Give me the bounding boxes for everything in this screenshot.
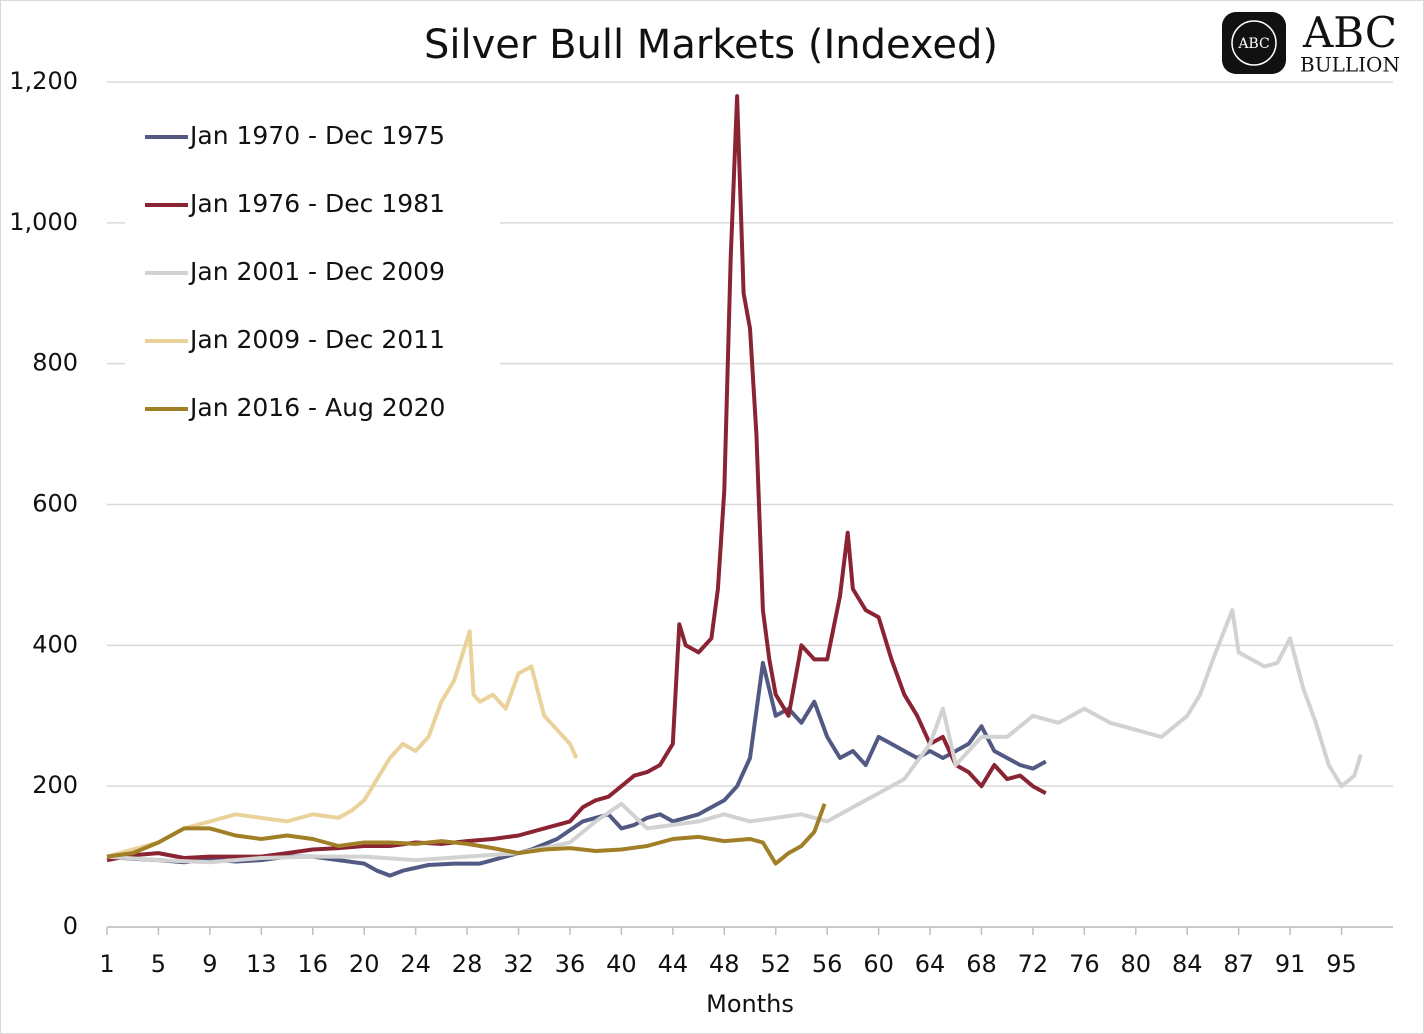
y-tick-label: 1,200 bbox=[9, 67, 78, 95]
y-tick-label: 400 bbox=[32, 630, 78, 658]
x-tick-label: 87 bbox=[1223, 950, 1254, 978]
legend-label: Jan 2016 - Aug 2020 bbox=[188, 393, 445, 422]
legend: Jan 1970 - Dec 1975 Jan 1976 - Dec 1981 Ja… bbox=[125, 100, 500, 440]
x-tick-label: 5 bbox=[151, 950, 166, 978]
x-tick-label: 32 bbox=[503, 950, 534, 978]
x-tick-label: 76 bbox=[1069, 950, 1100, 978]
x-tick-label: 36 bbox=[555, 950, 586, 978]
x-tick-label: 91 bbox=[1275, 950, 1306, 978]
logo-ring bbox=[1231, 20, 1277, 66]
y-tick-label: 600 bbox=[32, 490, 78, 518]
x-tick-label: 13 bbox=[246, 950, 277, 978]
x-tick-label: 60 bbox=[863, 950, 894, 978]
logo-sub: BULLION bbox=[1300, 53, 1400, 77]
x-tick-label: 95 bbox=[1326, 950, 1357, 978]
legend-label: Jan 1976 - Dec 1981 bbox=[188, 189, 445, 218]
legend-box bbox=[125, 100, 500, 440]
x-tick-label: 68 bbox=[966, 950, 997, 978]
chart-title: Silver Bull Markets (Indexed) bbox=[424, 22, 998, 68]
logo: ABC ABC BULLION bbox=[1222, 8, 1400, 77]
x-tick-label: 64 bbox=[915, 950, 946, 978]
series-line bbox=[106, 660, 1047, 878]
x-tick-label: 44 bbox=[658, 950, 689, 978]
y-tick-label: 0 bbox=[63, 912, 78, 940]
x-tick-label: 24 bbox=[400, 950, 431, 978]
x-tick-label: 9 bbox=[202, 950, 217, 978]
x-tick-label: 72 bbox=[1018, 950, 1049, 978]
x-tick-label: 48 bbox=[709, 950, 740, 978]
x-axis-label: Months bbox=[706, 990, 794, 1018]
y-tick-label: 1,000 bbox=[9, 208, 78, 236]
x-tick-label: 80 bbox=[1121, 950, 1152, 978]
x-tick-label: 40 bbox=[606, 950, 637, 978]
legend-label: Jan 2001 - Dec 2009 bbox=[188, 257, 445, 286]
legend-label: Jan 1970 - Dec 1975 bbox=[188, 121, 445, 150]
x-tick-label: 1 bbox=[99, 950, 114, 978]
x-tick-label: 52 bbox=[760, 950, 791, 978]
series-line bbox=[106, 629, 579, 859]
x-tick-label: 84 bbox=[1172, 950, 1203, 978]
x-tick-label: 20 bbox=[349, 950, 380, 978]
series-line bbox=[106, 94, 1047, 863]
series-line bbox=[106, 803, 827, 866]
x-tick-label: 28 bbox=[452, 950, 483, 978]
y-tick-label: 800 bbox=[32, 349, 78, 377]
x-tick-label: 16 bbox=[297, 950, 328, 978]
x-tick-label: 56 bbox=[812, 950, 843, 978]
logo-mark: ABC bbox=[1237, 36, 1269, 52]
y-tick-label: 200 bbox=[32, 771, 78, 799]
logo-name: ABC bbox=[1302, 8, 1397, 57]
legend-label: Jan 2009 - Dec 2011 bbox=[188, 325, 445, 354]
